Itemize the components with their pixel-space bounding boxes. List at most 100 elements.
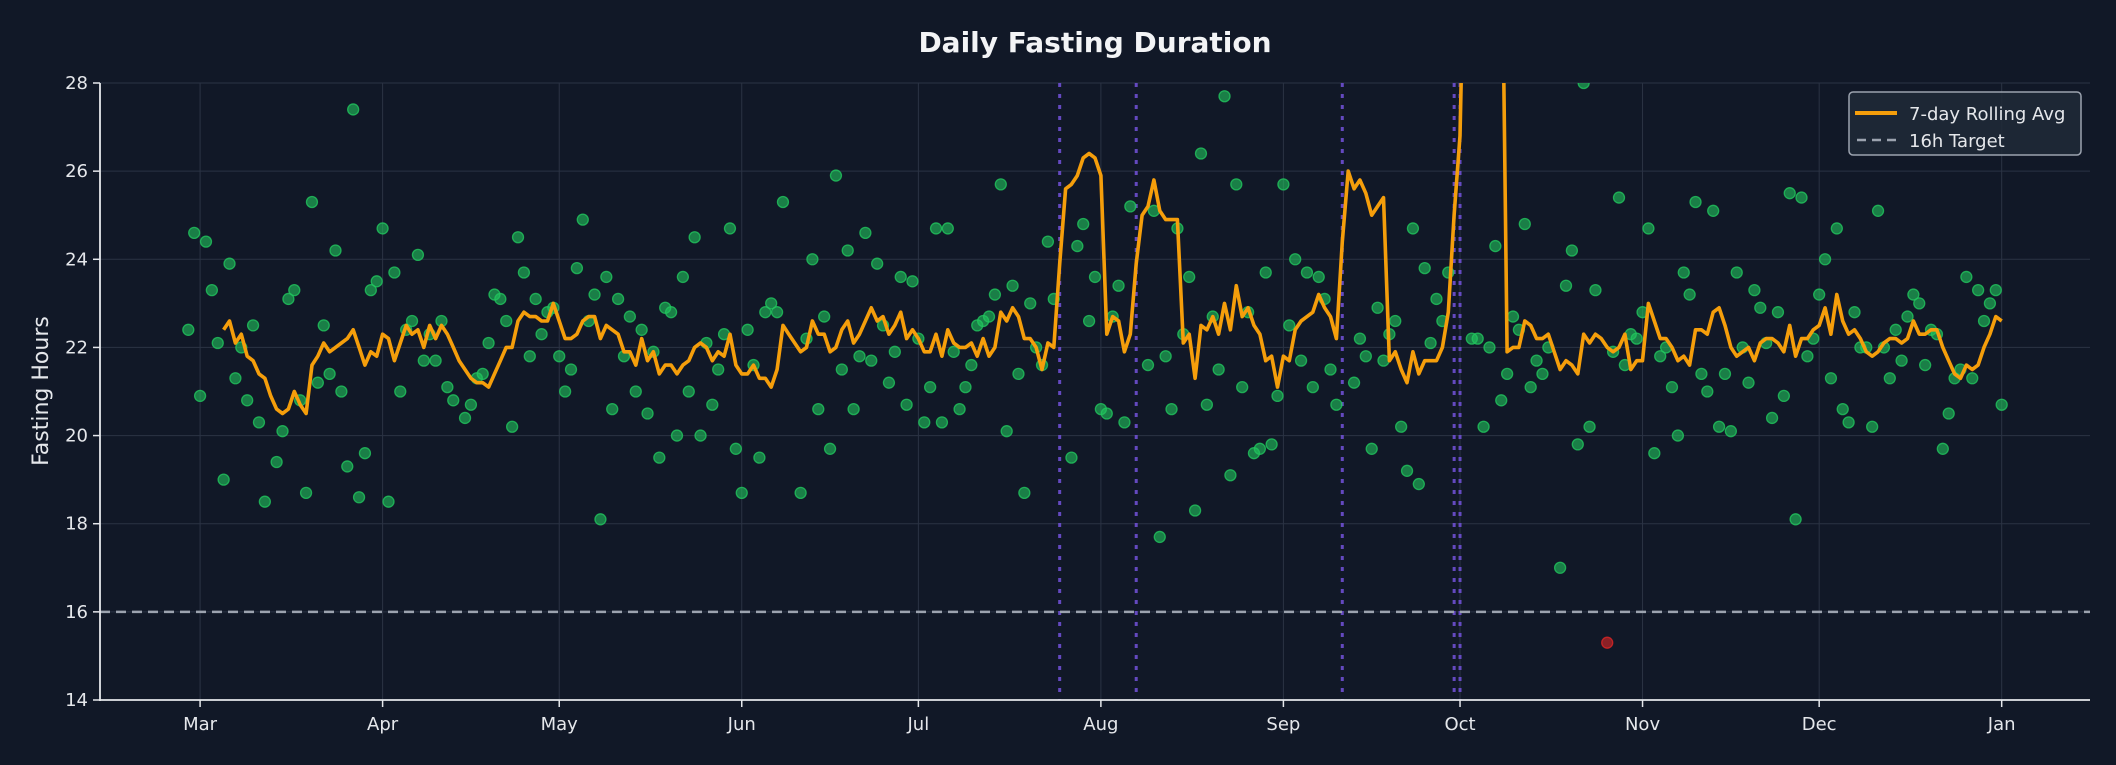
y-tick-label: 24 — [65, 249, 88, 270]
data-point — [352, 491, 366, 504]
data-point — [1112, 279, 1125, 292]
data-point — [865, 354, 878, 367]
data-point — [1165, 402, 1178, 416]
x-tick-label: Jun — [727, 714, 756, 735]
x-tick-label: Jan — [1987, 714, 2016, 735]
data-point — [941, 222, 954, 235]
data-point — [1977, 314, 1991, 328]
data-point — [329, 244, 342, 257]
data-point — [1995, 398, 2008, 411]
data-point — [1583, 420, 1596, 433]
data-point — [558, 385, 572, 398]
data-point — [517, 266, 531, 279]
data-point — [335, 385, 348, 398]
data-point — [841, 244, 854, 257]
data-point — [1100, 407, 1113, 420]
data-point — [364, 283, 377, 297]
legend-rolling-label: 7-day Rolling Avg — [1909, 104, 2065, 125]
data-point — [1983, 297, 1997, 310]
y-tick-label: 18 — [65, 514, 88, 535]
data-point — [523, 350, 536, 363]
data-point — [1918, 358, 1932, 372]
data-point — [770, 306, 784, 319]
data-point — [1395, 420, 1408, 433]
data-point — [1324, 363, 1337, 376]
data-point — [1183, 270, 1196, 284]
data-point — [288, 283, 301, 297]
data-point — [505, 420, 519, 433]
data-point — [1294, 354, 1308, 367]
data-point — [1783, 187, 1796, 200]
data-point — [1742, 376, 1755, 389]
data-point — [1989, 283, 2002, 297]
data-point — [441, 380, 454, 394]
data-point — [1530, 354, 1543, 367]
data-point — [1724, 425, 1738, 438]
data-point — [411, 248, 425, 262]
data-point — [570, 261, 584, 275]
data-point — [1818, 253, 1832, 266]
data-point — [1200, 398, 1214, 411]
data-point — [1277, 178, 1290, 191]
data-point — [199, 235, 213, 248]
data-point — [918, 416, 931, 429]
data-point — [1406, 222, 1420, 235]
data-point — [1141, 358, 1155, 372]
data-point — [276, 425, 289, 438]
data-point — [712, 363, 725, 376]
data-point — [1553, 561, 1567, 574]
event-lines — [1058, 83, 1462, 700]
data-point — [623, 310, 637, 323]
data-point — [871, 257, 884, 270]
data-point — [188, 226, 201, 239]
data-point — [1024, 297, 1037, 310]
data-point — [205, 283, 219, 297]
data-point — [929, 222, 943, 235]
data-point — [1648, 447, 1661, 460]
data-point — [464, 398, 478, 411]
data-point — [823, 442, 837, 455]
x-tick-label: Mar — [183, 714, 218, 735]
data-point — [1777, 389, 1790, 403]
data-point — [1960, 270, 1973, 284]
data-point — [252, 416, 266, 429]
data-point — [1795, 191, 1808, 204]
data-point — [193, 389, 207, 403]
data-point — [417, 354, 430, 367]
data-point — [694, 429, 707, 442]
data-point — [323, 367, 336, 381]
data-point — [664, 306, 678, 319]
data-point — [1630, 332, 1643, 345]
data-point — [1377, 354, 1390, 367]
data-point — [829, 169, 843, 182]
data-point — [1866, 420, 1879, 433]
data-point — [1966, 372, 1979, 385]
data-point — [753, 451, 766, 464]
data-point — [1836, 402, 1849, 416]
data-point — [1006, 279, 1019, 292]
y-tick-label: 20 — [65, 426, 88, 447]
data-point — [1907, 288, 1920, 301]
data-point — [529, 292, 542, 306]
data-point — [1565, 244, 1579, 257]
data-point — [1041, 235, 1055, 248]
data-point — [994, 178, 1007, 191]
data-point — [923, 380, 937, 394]
data-point — [806, 253, 819, 266]
data-point — [1124, 200, 1137, 213]
data-point — [1347, 376, 1361, 389]
data-point — [1018, 486, 1031, 500]
data-point — [988, 288, 1002, 301]
data-point — [1683, 288, 1696, 301]
data-point — [1259, 266, 1272, 279]
data-point — [229, 372, 242, 385]
data-point — [835, 363, 848, 376]
data-point — [1559, 279, 1573, 292]
x-tick-label: May — [541, 714, 579, 735]
data-point — [476, 367, 489, 381]
data-point — [1506, 310, 1520, 323]
data-point — [511, 231, 525, 244]
data-point — [1571, 438, 1584, 451]
data-point — [1971, 283, 1985, 297]
data-point — [1765, 411, 1779, 425]
